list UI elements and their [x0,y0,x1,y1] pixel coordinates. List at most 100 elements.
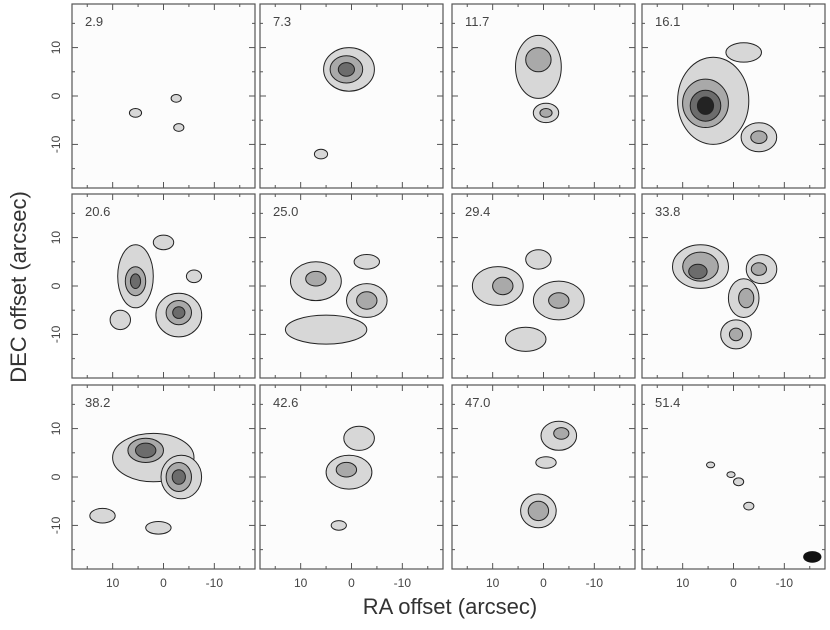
channel-panel: 29.4 [451,193,636,379]
contour-blob [337,62,355,77]
contour-blob [313,148,329,160]
contour-group [706,461,755,511]
contour-blob [688,263,708,280]
contour-group [109,234,203,338]
contour-blob [173,123,185,132]
x-axis-label: RA offset (arcsec) [363,594,537,619]
channel-panel: 20.6 10 0 -10 [49,193,256,379]
velocity-label: 11.7 [465,14,489,29]
contour-blob [525,47,552,73]
velocity-label: 47.0 [465,395,490,410]
contour-group [128,94,185,132]
contour-group [672,244,778,350]
y-tick-label: 10 [49,231,63,245]
y-axis-label: DEC offset (arcsec) [6,191,31,383]
channel-panel: 16.1 [641,3,826,189]
y-tick-label: 10 [49,422,63,436]
contour-blob [738,287,755,309]
contour-blob [356,291,378,310]
contour-blob [725,42,763,63]
panel-background [452,385,635,569]
contour-blob [129,273,142,290]
contour-blob [535,456,557,469]
contour-group [520,420,578,529]
x-tick-label: -10 [586,576,604,590]
x-tick-label: 10 [294,576,308,590]
contour-blob [171,469,186,485]
contour-group [313,47,375,160]
contour-blob [696,96,715,115]
contour-blob [305,270,327,287]
channel-panel: 51.4 10 0 -10 [641,384,826,590]
y-tick-label: 0 [49,473,63,480]
x-tick-label: -10 [394,576,412,590]
x-tick-label: -10 [206,576,224,590]
y-tick-label: -10 [49,135,63,153]
contour-blob [492,276,514,296]
contour-group [284,253,388,345]
x-tick-label: 0 [540,576,547,590]
panels-layer: 2.9 10 0 -10 7.3 11.7 16.1 20.6 10 0 -10 25.0 29.4 33… [49,3,826,590]
y-tick-label: 0 [49,92,63,99]
contour-blob [353,253,380,270]
contour-blob [152,234,175,251]
contour-group [515,34,562,124]
velocity-label: 33.8 [655,204,680,219]
velocity-label: 2.9 [85,14,103,29]
contour-blob [172,306,186,319]
channel-panel: 7.3 [259,3,444,189]
x-tick-label: 10 [486,576,500,590]
velocity-label: 29.4 [465,204,490,219]
contour-blob [145,521,172,535]
contour-blob [335,461,358,478]
velocity-label: 38.2 [85,395,110,410]
velocity-label: 51.4 [655,395,680,410]
contour-blob [733,477,745,487]
panel-background [72,4,255,188]
velocity-label: 42.6 [273,395,298,410]
channel-panel: 33.8 [641,193,826,379]
contour-blob [109,309,132,331]
beam-ellipse [803,551,822,563]
x-tick-label: -10 [776,576,794,590]
y-tick-label: 10 [49,41,63,55]
velocity-label: 7.3 [273,14,291,29]
channel-panel: 38.2 10 0 -10 10 0 -10 [49,384,256,590]
contour-blob [185,269,203,284]
contour-blob [539,108,553,118]
contour-blob [548,292,570,309]
contour-blob [743,501,755,511]
panel-background [260,194,443,378]
velocity-label: 25.0 [273,204,298,219]
panel-background [260,4,443,188]
contour-group [89,432,203,535]
channel-panel: 2.9 10 0 -10 [49,3,256,189]
contour-blob [128,108,143,118]
contour-group [677,42,778,153]
contour-blob [706,461,716,469]
contour-blob [135,442,157,459]
panel-background [72,194,255,378]
contour-blob [527,500,550,522]
x-tick-label: 0 [348,576,355,590]
contour-blob [504,326,547,352]
x-tick-label: 10 [106,576,120,590]
y-tick-label: -10 [49,516,63,534]
y-tick-label: 0 [49,282,63,289]
channel-panel: 47.0 10 0 -10 [451,384,636,590]
contour-group [471,249,585,352]
x-tick-label: 0 [730,576,737,590]
channel-panel: 25.0 [259,193,444,379]
velocity-label: 20.6 [85,204,110,219]
contour-blob [330,520,347,531]
x-tick-label: 10 [676,576,690,590]
contour-blob [750,130,768,144]
contour-blob [728,327,744,342]
velocity-label: 16.1 [655,14,680,29]
channel-panel: 42.6 10 0 -10 [259,384,444,590]
contour-blob [89,507,116,524]
contour-blob [170,94,182,103]
contour-blob [726,471,736,479]
contour-blob [343,425,375,451]
